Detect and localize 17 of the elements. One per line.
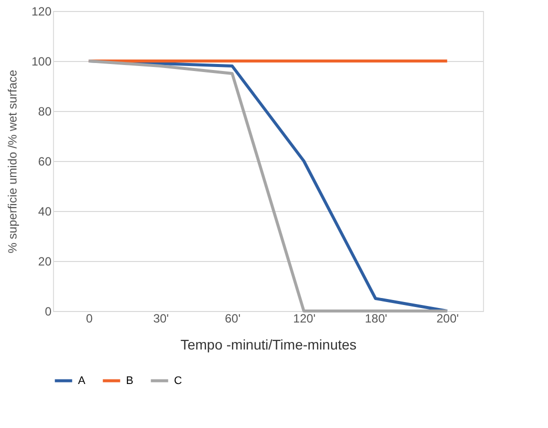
y-tick-label: 40	[38, 204, 52, 218]
x-tick-label: 200'	[436, 312, 459, 326]
y-tick-label: 100	[31, 54, 52, 68]
y-tick-label: 60	[38, 154, 52, 168]
y-axis-title: % superficie umido /% wet surface	[5, 69, 20, 254]
y-tick-label: 80	[38, 104, 52, 118]
y-tick-label: 120	[31, 4, 52, 18]
y-tick-label: 20	[38, 254, 52, 268]
legend-label: B	[126, 374, 134, 387]
x-tick-label: 30'	[153, 312, 169, 326]
x-tick-label: 0	[86, 312, 93, 326]
legend-label: C	[174, 374, 182, 387]
x-tick-label: 60'	[224, 312, 240, 326]
x-tick-label: 180'	[364, 312, 388, 326]
x-axis-title: Tempo -minuti/Time-minutes	[180, 336, 357, 352]
legend-label: A	[78, 374, 86, 387]
x-tick-label: 120'	[293, 312, 316, 326]
